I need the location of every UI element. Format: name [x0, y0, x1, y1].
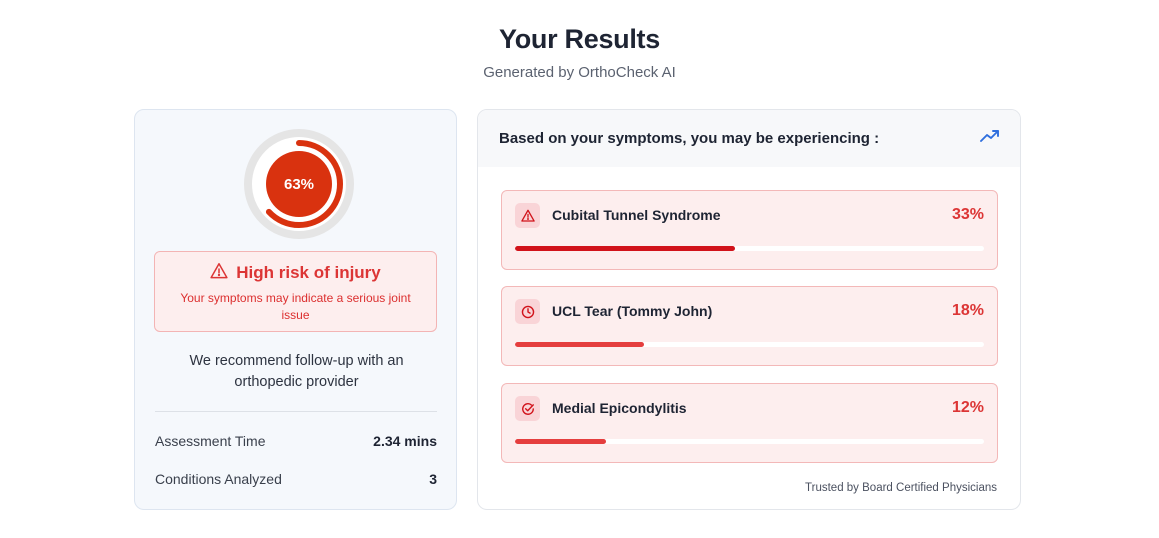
risk-gauge: 63%: [243, 128, 355, 240]
risk-alert: High risk of injury Your symptoms may in…: [154, 251, 437, 332]
condition-percent: 12%: [951, 399, 984, 416]
condition-item[interactable]: UCL Tear (Tommy John) 18%: [501, 286, 998, 366]
alert-triangle-icon: [515, 203, 540, 228]
condition-percent: 18%: [951, 302, 984, 319]
trending-up-icon[interactable]: [980, 129, 1000, 148]
alert-triangle-icon: [210, 262, 228, 284]
condition-progress-track: [515, 439, 984, 444]
condition-progress-fill: [515, 342, 644, 347]
divider: [155, 411, 437, 412]
check-circle-icon: [515, 396, 540, 421]
condition-progress-fill: [515, 439, 607, 444]
conditions-title: Based on your symptoms, you may be exper…: [499, 130, 880, 147]
stat-label: Assessment Time: [155, 433, 266, 449]
conditions-header: Based on your symptoms, you may be exper…: [478, 110, 1020, 167]
risk-title: High risk of injury: [236, 263, 381, 282]
condition-progress-track: [515, 342, 984, 347]
condition-name: Medial Epicondylitis: [552, 400, 687, 416]
clock-icon: [515, 299, 540, 324]
condition-progress-fill: [515, 246, 736, 251]
stat-label: Conditions Analyzed: [155, 471, 282, 487]
recommendation-text: We recommend follow-up with an orthopedi…: [189, 353, 404, 390]
risk-description: Your symptoms may indicate a serious joi…: [180, 291, 411, 322]
page-title: Your Results: [499, 24, 660, 54]
condition-name: Cubital Tunnel Syndrome: [552, 207, 721, 223]
stat-conditions-analyzed: Conditions Analyzed 3: [155, 471, 437, 487]
condition-progress-track: [515, 246, 984, 251]
conditions-card: Based on your symptoms, you may be exper…: [477, 109, 1021, 510]
risk-percent-label: 63%: [283, 175, 315, 193]
condition-name: UCL Tear (Tommy John): [552, 303, 713, 319]
risk-summary-card: 63% High risk of injury Your symptoms ma…: [134, 109, 457, 510]
trusted-footer: Trusted by Board Certified Physicians: [805, 482, 997, 494]
stat-value: 3: [429, 471, 437, 487]
condition-percent: 33%: [951, 206, 984, 223]
condition-item[interactable]: Cubital Tunnel Syndrome 33%: [501, 190, 998, 270]
condition-item[interactable]: Medial Epicondylitis 12%: [501, 383, 998, 463]
stat-assessment-time: Assessment Time 2.34 mins: [155, 433, 437, 449]
page-subtitle: Generated by OrthoCheck AI: [483, 64, 676, 81]
stat-value: 2.34 mins: [373, 433, 437, 449]
